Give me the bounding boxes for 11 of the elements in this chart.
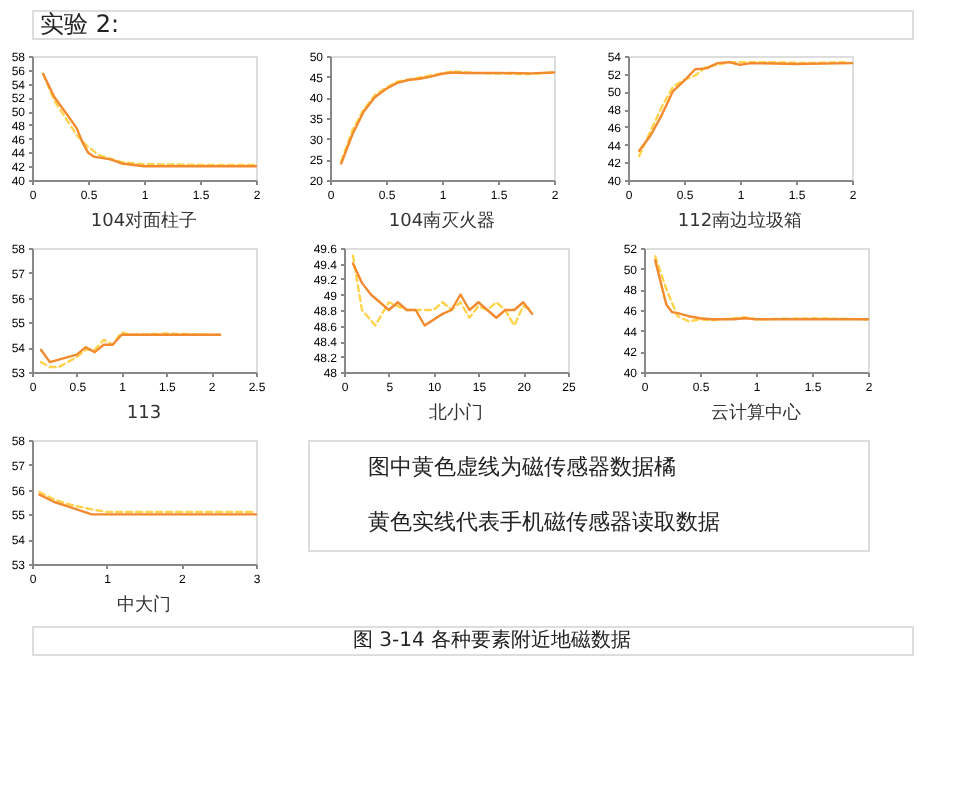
text: 图中黄色虚线为磁传感器数据橘 — [368, 453, 676, 480]
text: 黄色实线代表手机磁传感器读取数据 — [368, 508, 720, 535]
text: 104对面柱子 — [90, 210, 198, 232]
text: 104南灭火器 — [388, 210, 496, 232]
text: 113 — [126, 404, 162, 424]
text: 实验 2: — [40, 10, 119, 38]
text: 云计算中心 — [711, 402, 801, 424]
text: 112南边垃圾箱 — [677, 210, 803, 232]
text: 北小门 — [429, 402, 483, 424]
text: 图 3-14 各种要素附近地磁数据 — [352, 628, 632, 652]
text: 中大门 — [117, 594, 171, 616]
